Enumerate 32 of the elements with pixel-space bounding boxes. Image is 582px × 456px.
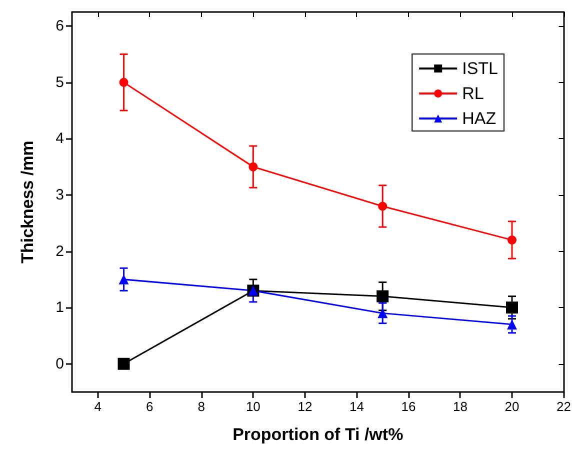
y-tick-label: 4: [56, 130, 64, 148]
y-tick-label: 6: [56, 18, 64, 35]
x-tick-label: 14: [349, 399, 364, 414]
x-tick-label: 20: [504, 399, 520, 414]
y-tick-label: 2: [56, 242, 64, 260]
y-tick-label: 5: [56, 74, 64, 91]
x-tick-label: 12: [298, 399, 312, 414]
x-tick-label: 22: [556, 399, 572, 414]
legend-label: RL: [462, 84, 484, 103]
x-axis-title: Proportion of Ti /wt%: [232, 425, 404, 444]
x-tick-label: 4: [94, 399, 102, 414]
legend-label: HAZ: [462, 109, 496, 128]
point: [378, 202, 388, 211]
x-tick-label: 6: [146, 399, 154, 414]
point: [376, 290, 389, 302]
y-tick-label: 1: [56, 299, 64, 316]
point: [248, 162, 258, 172]
legend-label: ISTL: [462, 59, 498, 78]
point: [119, 78, 128, 87]
point: [378, 308, 388, 318]
x-tick-label: 16: [401, 399, 416, 414]
x-tick-label: 18: [453, 399, 468, 414]
x-tick-label: 10: [246, 399, 260, 414]
point: [118, 358, 130, 370]
y-tick-label: 0: [56, 355, 64, 372]
y-tick-label: 3: [56, 186, 64, 204]
point: [508, 236, 517, 244]
point: [506, 302, 518, 314]
y-axis-title: Thickness /mm: [18, 140, 37, 264]
x-tick-label: 8: [198, 399, 206, 414]
point: [118, 274, 129, 284]
point: [507, 319, 518, 330]
